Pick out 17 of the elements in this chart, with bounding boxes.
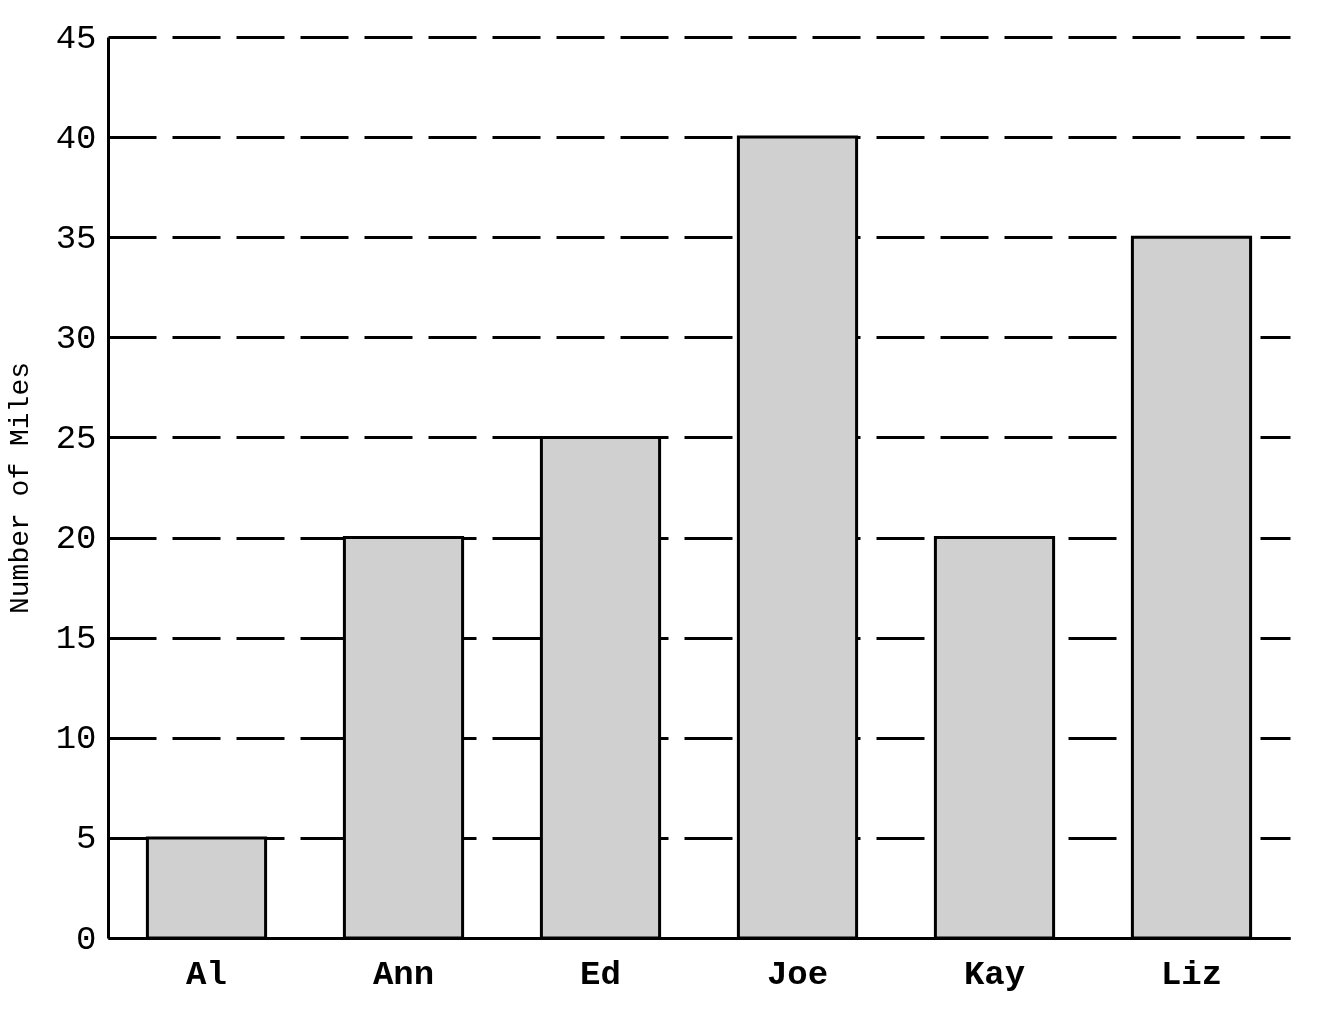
y-tick-label: 30 — [55, 319, 97, 358]
y-tick-label: 35 — [55, 219, 97, 258]
x-tick-label: Al — [186, 955, 227, 994]
y-tick-label: 15 — [55, 620, 97, 659]
x-tick-label: Kay — [963, 955, 1026, 994]
x-tick-label: Joe — [766, 955, 829, 994]
y-tick-label: 25 — [55, 419, 97, 458]
x-tick-label: Liz — [1160, 955, 1223, 994]
y-tick-label: 10 — [55, 720, 97, 759]
y-tick-label: 5 — [76, 820, 97, 859]
y-axis-title: Number of Miles — [4, 361, 36, 615]
y-tick-label: 40 — [55, 119, 97, 158]
x-tick-label: Ann — [372, 955, 435, 994]
y-tick-label: 20 — [55, 520, 97, 559]
y-tick-label: 45 — [55, 19, 97, 58]
y-tick-label: 0 — [76, 920, 97, 959]
x-tick-label: Ed — [580, 955, 621, 994]
